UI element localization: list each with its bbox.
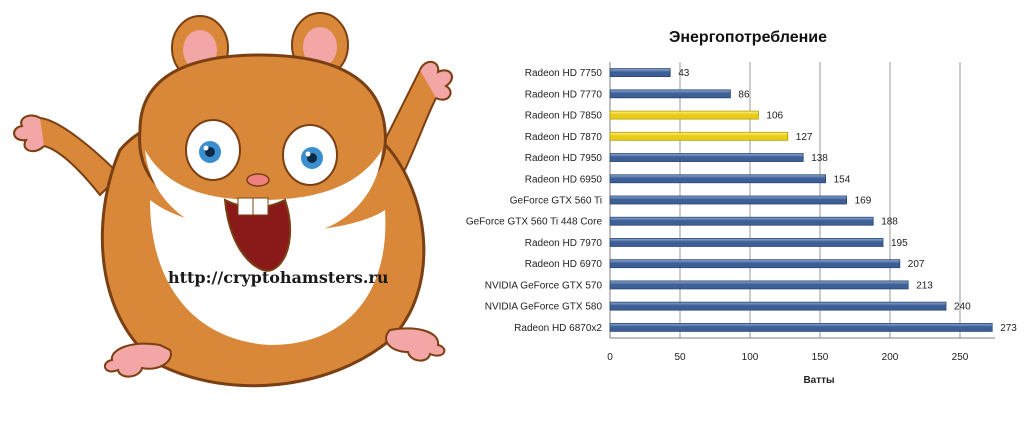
chart-title: Энергопотребление: [669, 29, 827, 46]
bar: [609, 68, 671, 78]
category-label: GeForce GTX 560 Ti 448 Core: [466, 217, 603, 228]
hamster-cartoon-image: [13, 12, 453, 388]
x-tick-label: 250: [952, 352, 969, 363]
x-axis-title: Ватты: [803, 375, 834, 386]
category-label: Radeon HD 7850: [525, 111, 603, 122]
bar: [609, 174, 827, 184]
category-label: Radeon HD 6870x2: [514, 323, 602, 334]
value-label: 106: [766, 111, 783, 122]
bar: [609, 322, 993, 332]
category-label: GeForce GTX 560 Ti: [510, 196, 602, 207]
value-label: 154: [834, 174, 851, 185]
x-tick-label: 150: [812, 352, 829, 363]
value-label: 195: [891, 238, 908, 249]
hamster-illustration: http://cryptohamsters.ru: [0, 0, 470, 438]
bar: [609, 110, 759, 120]
watermark-url: http://cryptohamsters.ru: [168, 268, 389, 287]
x-axis-ticks: 0 50 100 150 200 250: [607, 352, 969, 363]
value-label: 86: [738, 89, 750, 100]
value-label: 207: [908, 259, 925, 270]
value-label: 273: [1000, 323, 1017, 334]
value-label: 43: [678, 68, 690, 79]
category-label: Radeon HD 7970: [525, 238, 603, 249]
category-label: Radeon HD 7770: [525, 89, 603, 100]
category-label: Radeon HD 7950: [525, 153, 603, 164]
value-label: 213: [916, 280, 933, 291]
bar: [609, 153, 804, 162]
bar: [609, 216, 874, 226]
x-tick-label: 50: [674, 352, 686, 363]
bar: [609, 238, 884, 247]
value-label: 240: [954, 302, 971, 313]
category-label: Radeon HD 6970: [525, 259, 603, 270]
bar: [609, 280, 909, 290]
value-label: 188: [881, 217, 898, 228]
power-consumption-chart: Энергопотребление Radeon HD 7750 Radeon H…: [440, 0, 1024, 438]
category-label: Radeon HD 6950: [525, 174, 603, 185]
category-label: NVIDIA GeForce GTX 580: [485, 302, 603, 313]
value-label: 138: [811, 153, 828, 164]
x-tick-label: 200: [882, 352, 899, 363]
bar: [609, 131, 789, 141]
bars: [609, 68, 993, 332]
category-label: Radeon HD 7750: [525, 68, 603, 79]
x-tick-label: 100: [742, 352, 759, 363]
value-label: 127: [796, 132, 813, 143]
category-label: NVIDIA GeForce GTX 570: [485, 280, 603, 291]
category-labels: Radeon HD 7750 Radeon HD 7770 Radeon HD 78…: [466, 68, 603, 334]
bar: [609, 89, 731, 99]
bar: [609, 259, 901, 269]
bar: [609, 195, 848, 205]
bar: [609, 301, 947, 311]
category-label: Radeon HD 7870: [525, 132, 603, 143]
value-label: 169: [855, 196, 872, 207]
x-tick-label: 0: [607, 352, 613, 363]
